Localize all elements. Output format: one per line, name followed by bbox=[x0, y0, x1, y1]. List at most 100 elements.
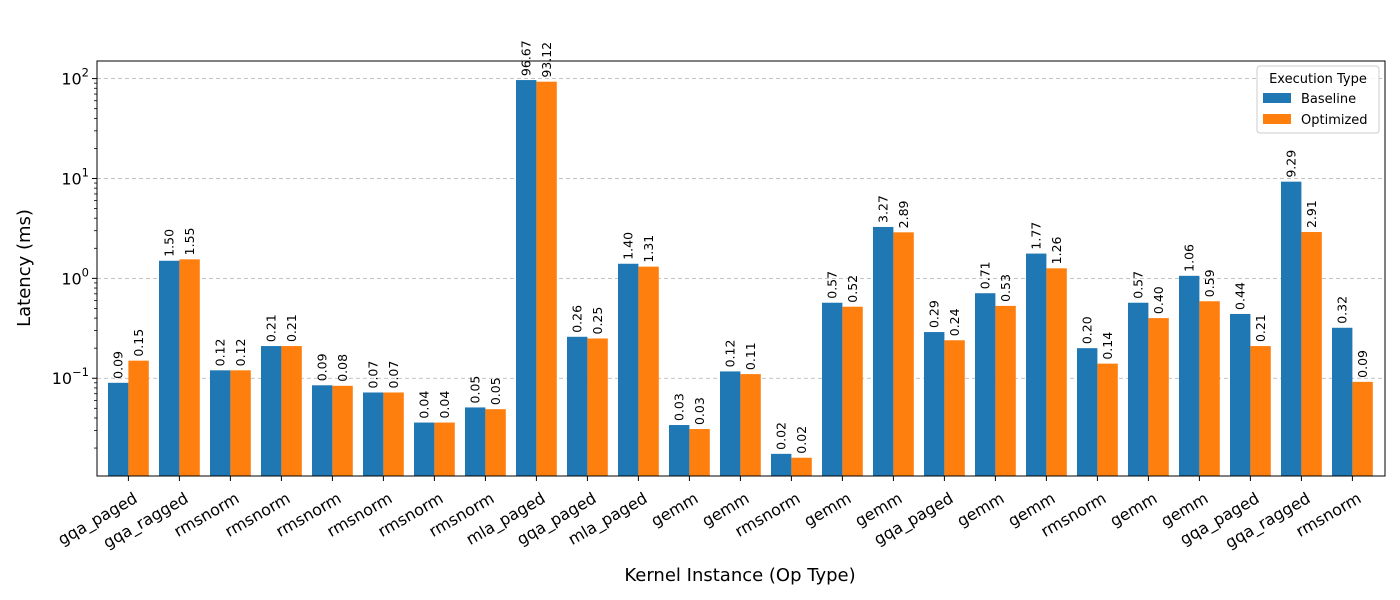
bar-optimized-19[interactable] bbox=[1097, 363, 1118, 476]
bar-value-label: 0.32 bbox=[1335, 296, 1350, 324]
bar-optimized-2[interactable] bbox=[230, 370, 251, 476]
bar-baseline-23[interactable] bbox=[1281, 181, 1302, 476]
bar-value-label: 0.08 bbox=[335, 354, 350, 382]
bar-baseline-8[interactable] bbox=[516, 80, 537, 477]
bar-optimized-23[interactable] bbox=[1301, 232, 1322, 476]
bar-value-label: 2.91 bbox=[1304, 200, 1319, 228]
bar-value-label: 0.03 bbox=[672, 393, 687, 421]
bar-baseline-20[interactable] bbox=[1128, 302, 1149, 476]
legend-label-baseline: Baseline bbox=[1301, 92, 1356, 107]
bar-optimized-13[interactable] bbox=[791, 457, 812, 476]
bar-optimized-21[interactable] bbox=[1199, 301, 1220, 476]
bar-optimized-4[interactable] bbox=[332, 385, 353, 476]
bar-baseline-14[interactable] bbox=[822, 302, 843, 476]
y-axis: 10−1 100 101 102 bbox=[52, 66, 97, 449]
bar-value-label: 0.53 bbox=[998, 274, 1013, 302]
bar-value-label: 0.26 bbox=[570, 305, 585, 333]
bar-baseline-6[interactable] bbox=[414, 422, 435, 476]
bar-baseline-0[interactable] bbox=[108, 382, 129, 476]
bar-optimized-18[interactable] bbox=[1046, 268, 1067, 476]
bar-optimized-22[interactable] bbox=[1250, 346, 1271, 476]
bar-value-label: 0.12 bbox=[213, 338, 228, 366]
bar-optimized-16[interactable] bbox=[944, 340, 965, 476]
y-tick-label: 100 bbox=[61, 265, 89, 288]
bar-baseline-3[interactable] bbox=[261, 346, 282, 476]
bar-value-label: 0.14 bbox=[1100, 332, 1115, 360]
bar-baseline-2[interactable] bbox=[210, 370, 231, 476]
legend-swatch-baseline bbox=[1263, 93, 1291, 103]
bar-value-label: 0.44 bbox=[1233, 282, 1248, 310]
bar-value-label: 0.57 bbox=[825, 271, 840, 299]
plot-frame bbox=[96, 60, 1386, 477]
bar-value-label: 0.59 bbox=[1202, 269, 1217, 297]
bar-optimized-20[interactable] bbox=[1148, 318, 1169, 476]
bar-optimized-8[interactable] bbox=[536, 81, 557, 476]
bar-baseline-16[interactable] bbox=[924, 332, 945, 476]
bar-value-label: 9.29 bbox=[1284, 150, 1299, 178]
bar-value-label: 0.15 bbox=[131, 329, 146, 357]
bar-value-label: 0.21 bbox=[1253, 314, 1268, 342]
x-axis: gqa_pagedgqa_raggedrmsnormrmsnormrmsnorm… bbox=[54, 476, 1364, 553]
legend-swatch-optimized bbox=[1263, 114, 1291, 124]
bar-value-label: 0.04 bbox=[437, 391, 452, 419]
bar-value-label: 96.67 bbox=[519, 40, 534, 76]
bar-optimized-11[interactable] bbox=[689, 429, 710, 476]
bar-value-label: 0.21 bbox=[284, 314, 299, 342]
bar-optimized-14[interactable] bbox=[842, 306, 863, 476]
bar-baseline-11[interactable] bbox=[669, 425, 690, 476]
bar-baseline-17[interactable] bbox=[975, 293, 996, 476]
bar-baseline-1[interactable] bbox=[159, 260, 180, 476]
bar-value-label: 1.06 bbox=[1182, 244, 1197, 272]
legend[interactable]: Execution Type Baseline Optimized bbox=[1256, 65, 1380, 134]
legend-title: Execution Type bbox=[1269, 72, 1367, 87]
bar-baseline-12[interactable] bbox=[720, 371, 741, 476]
bar-optimized-17[interactable] bbox=[995, 305, 1016, 476]
bar-optimized-3[interactable] bbox=[281, 346, 302, 476]
bar-optimized-7[interactable] bbox=[485, 409, 506, 476]
bar-baseline-15[interactable] bbox=[873, 226, 894, 476]
bar-value-label: 0.21 bbox=[264, 314, 279, 342]
bar-value-label: 0.20 bbox=[1080, 316, 1095, 344]
bar-baseline-22[interactable] bbox=[1230, 313, 1251, 476]
x-tick-label: gemm bbox=[1107, 488, 1161, 530]
bar-value-labels: 0.09 1.50 0.12 0.21 0.09 0.07 0.04 0.05 96.67 0.2… bbox=[111, 40, 1370, 453]
bar-value-label: 0.12 bbox=[723, 340, 738, 368]
bar-baseline-9[interactable] bbox=[567, 336, 588, 476]
bar-value-label: 0.03 bbox=[692, 397, 707, 425]
bar-value-label: 0.07 bbox=[366, 361, 381, 389]
x-tick-label: gemm bbox=[954, 488, 1008, 530]
bar-baseline-4[interactable] bbox=[312, 385, 333, 476]
bar-value-label: 0.04 bbox=[417, 391, 432, 419]
bar-optimized-5[interactable] bbox=[383, 392, 404, 476]
bar-optimized-10[interactable] bbox=[638, 266, 659, 476]
bar-value-label: 0.29 bbox=[927, 300, 942, 328]
bar-value-label: 1.55 bbox=[182, 227, 197, 255]
bar-optimized-9[interactable] bbox=[587, 338, 608, 476]
bar-value-label: 0.05 bbox=[488, 377, 503, 405]
bar-optimized-12[interactable] bbox=[740, 374, 761, 476]
bar-baseline-18[interactable] bbox=[1026, 253, 1047, 476]
bar-value-label: 3.27 bbox=[876, 195, 891, 223]
bar-value-label: 0.12 bbox=[233, 338, 248, 366]
bar-value-label: 0.52 bbox=[845, 275, 860, 303]
bar-baseline-10[interactable] bbox=[618, 263, 639, 476]
y-tick-label: 101 bbox=[61, 165, 89, 188]
bar-baseline-13[interactable] bbox=[771, 453, 792, 476]
bar-optimized-15[interactable] bbox=[893, 232, 914, 476]
bar-value-label: 0.24 bbox=[947, 308, 962, 336]
bar-baseline-7[interactable] bbox=[465, 407, 486, 476]
bar-baseline-5[interactable] bbox=[363, 392, 384, 476]
bar-optimized-0[interactable] bbox=[128, 360, 149, 476]
bar-optimized-24[interactable] bbox=[1352, 381, 1373, 476]
x-tick-label: gemm bbox=[648, 488, 702, 530]
bar-baseline-21[interactable] bbox=[1179, 275, 1200, 476]
bar-value-label: 0.25 bbox=[590, 307, 605, 335]
bar-value-label: 0.09 bbox=[111, 351, 126, 379]
bar-optimized-1[interactable] bbox=[179, 259, 200, 476]
y-tick-label: 102 bbox=[61, 66, 89, 89]
bar-value-label: 0.02 bbox=[794, 426, 809, 454]
bar-value-label: 93.12 bbox=[539, 42, 554, 78]
bar-optimized-6[interactable] bbox=[434, 422, 455, 476]
bar-baseline-19[interactable] bbox=[1077, 348, 1098, 476]
bar-baseline-24[interactable] bbox=[1332, 327, 1353, 476]
